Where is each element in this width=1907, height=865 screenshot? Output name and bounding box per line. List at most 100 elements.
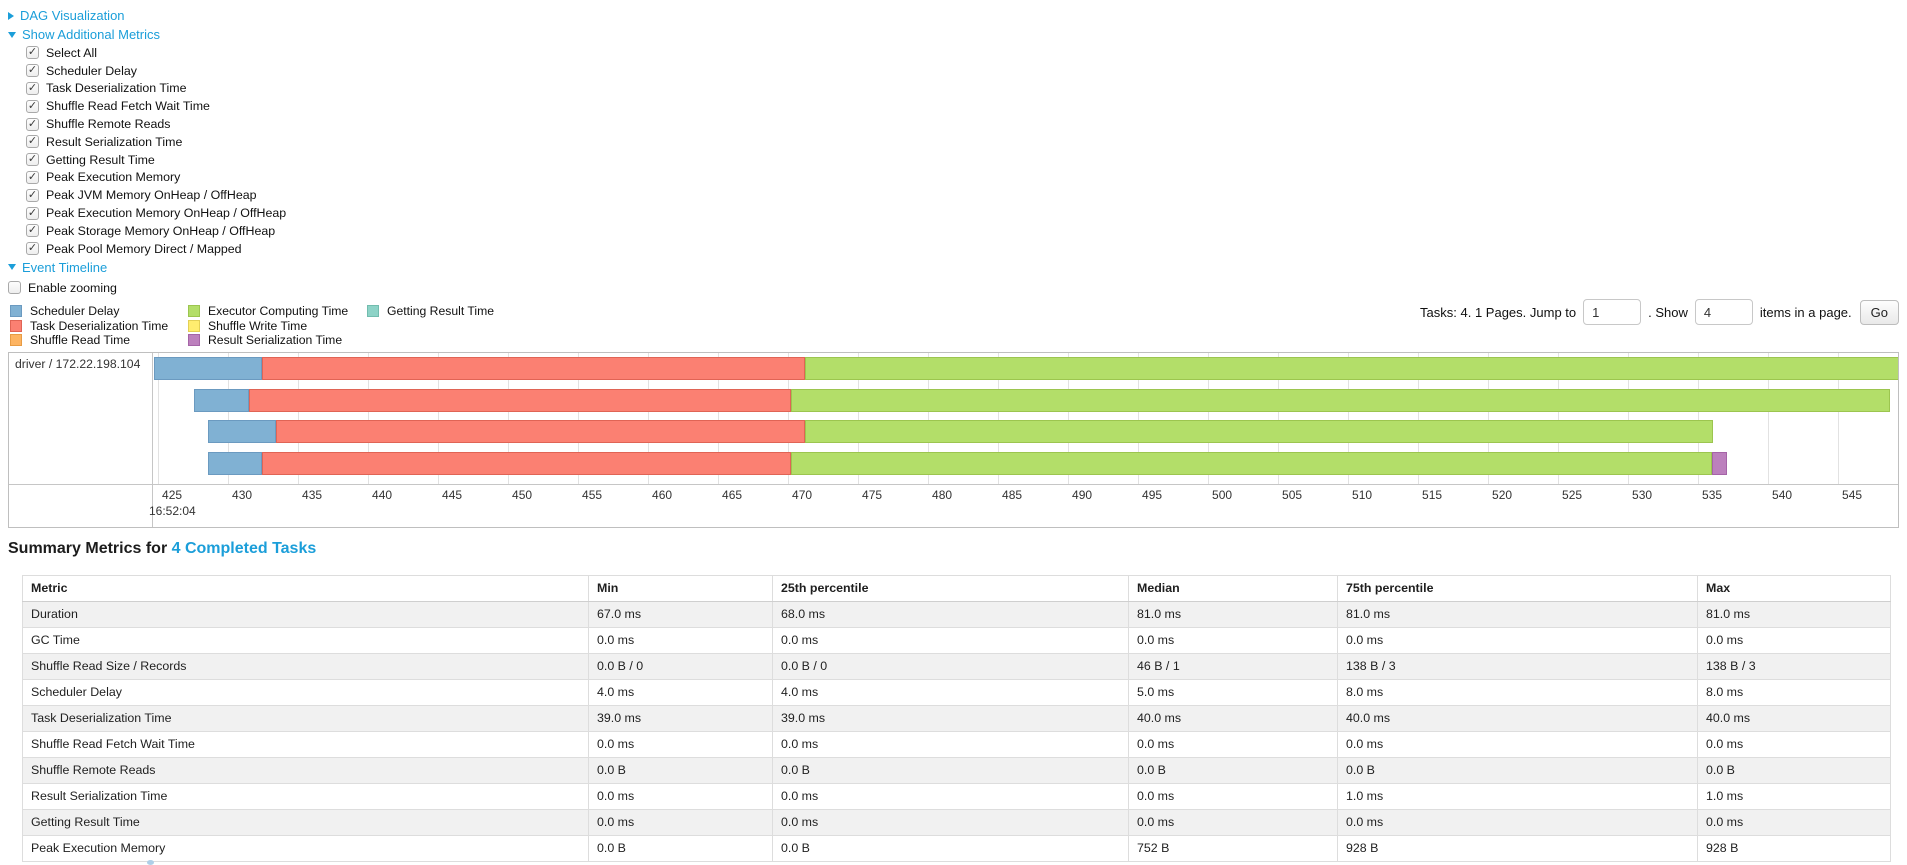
checkbox-icon[interactable]: ✓ — [26, 117, 39, 131]
timeline-gridline — [368, 353, 370, 484]
checkbox-icon[interactable]: ✓ — [26, 46, 39, 60]
checkbox-icon[interactable]: ✓ — [26, 188, 39, 202]
metric-checkbox-select-all[interactable]: ✓ Select All — [26, 44, 286, 62]
timeline-bar-deserialization[interactable] — [249, 388, 791, 412]
show-additional-metrics-toggle[interactable]: Show Additional Metrics — [8, 25, 286, 44]
timeline-bar-computing[interactable] — [804, 420, 1714, 444]
checkbox-icon[interactable]: ✓ — [26, 170, 39, 184]
metric-checkbox-peak-execution-memory[interactable]: ✓ Peak Execution Memory — [26, 169, 286, 187]
timeline-gridline — [438, 353, 440, 484]
timeline-bar-scheduler[interactable] — [154, 357, 262, 380]
metric-checkbox-peak-pool-memory-direct-mapped[interactable]: ✓ Peak Pool Memory Direct / Mapped — [26, 240, 286, 258]
timeline-gridline — [1628, 353, 1630, 484]
table-cell: 0.0 ms — [1128, 783, 1338, 810]
timeline-bar-computing[interactable] — [804, 357, 1898, 380]
enable-zooming-checkbox[interactable] — [8, 281, 21, 295]
table-cell: 928 B — [1337, 835, 1698, 862]
table-cell: Task Deserialization Time — [22, 705, 589, 732]
table-cell: 0.0 ms — [772, 809, 1129, 836]
checkbox-icon[interactable]: ✓ — [26, 99, 39, 113]
timeline-bar-deserialization[interactable] — [275, 420, 805, 444]
checkbox-label: Select All — [46, 45, 97, 60]
legend-item-executor-computing-time: Executor Computing Time — [188, 304, 367, 319]
checkbox-icon[interactable]: ✓ — [26, 224, 39, 238]
metric-checkbox-task-deserialization-time[interactable]: ✓ Task Deserialization Time — [26, 80, 286, 98]
checkbox-icon[interactable]: ✓ — [26, 153, 39, 167]
axis-tick-label: 525 — [1562, 488, 1583, 502]
metric-checkbox-peak-jvm-memory-onheap-offheap[interactable]: ✓ Peak JVM Memory OnHeap / OffHeap — [26, 186, 286, 204]
checkbox-icon[interactable]: ✓ — [26, 135, 39, 149]
dag-visualization-toggle[interactable]: DAG Visualization — [8, 6, 286, 25]
table-cell: 0.0 B — [588, 757, 773, 784]
jump-to-page-input[interactable] — [1583, 299, 1642, 325]
table-cell: 0.0 B — [1697, 757, 1891, 784]
metric-checkbox-scheduler-delay[interactable]: ✓ Scheduler Delay — [26, 62, 286, 80]
axis-tick-label: 455 — [582, 488, 603, 502]
legend-swatch-icon — [10, 334, 22, 347]
table-cell: 1.0 ms — [1697, 783, 1891, 810]
executor-group-label: driver / 172.22.198.104 — [15, 357, 141, 371]
timeline-axis: 425 430 435 440 445 450 455 460 465 470 475 480 485 4… — [149, 485, 1898, 527]
event-timeline-chart: driver / 172.22.198.104 425 430 435 440 445 4… — [8, 352, 1899, 528]
event-timeline-link[interactable]: Event Timeline — [22, 259, 108, 275]
axis-tick-label: 460 — [652, 488, 673, 502]
table-cell: 40.0 ms — [1337, 705, 1698, 732]
timeline-bar-computing[interactable] — [790, 452, 1713, 476]
legend-swatch-icon — [10, 319, 22, 332]
table-cell: 0.0 ms — [1697, 731, 1891, 758]
metric-checkbox-shuffle-read-fetch-wait-time[interactable]: ✓ Shuffle Read Fetch Wait Time — [26, 97, 286, 115]
timeline-gridline — [1768, 353, 1770, 484]
axis-tick-label: 435 — [302, 488, 323, 502]
column-header-metric: Metric — [22, 575, 589, 602]
checkbox-icon[interactable]: ✓ — [26, 206, 39, 220]
timeline-bar-scheduler[interactable] — [208, 420, 276, 444]
checkbox-icon[interactable]: ✓ — [26, 81, 39, 95]
timeline-bar-deserialization[interactable] — [261, 452, 791, 476]
table-cell: 0.0 B — [588, 835, 773, 862]
axis-tick-label: 485 — [1002, 488, 1023, 502]
table-cell: 0.0 ms — [588, 731, 773, 758]
checkbox-label: Scheduler Delay — [46, 63, 137, 78]
event-timeline-toggle[interactable]: Event Timeline — [8, 258, 286, 277]
axis-tick-label: 445 — [442, 488, 463, 502]
timeline-bar-scheduler[interactable] — [194, 388, 250, 412]
table-cell: 0.0 ms — [1697, 627, 1891, 654]
table-cell: 8.0 ms — [1337, 679, 1698, 706]
metric-checkbox-peak-execution-memory-onheap-offheap[interactable]: ✓ Peak Execution Memory OnHeap / OffHeap — [26, 204, 286, 222]
table-cell: 4.0 ms — [588, 679, 773, 706]
metric-checkbox-peak-storage-memory-onheap-offheap[interactable]: ✓ Peak Storage Memory OnHeap / OffHeap — [26, 222, 286, 240]
table-cell: Duration — [22, 601, 589, 628]
axis-tick-label: 430 — [232, 488, 253, 502]
checkbox-icon[interactable]: ✓ — [26, 64, 39, 78]
table-cell: Shuffle Read Fetch Wait Time — [22, 731, 589, 758]
axis-tick-label: 515 — [1422, 488, 1443, 502]
enable-zooming-row[interactable]: Enable zooming — [8, 279, 286, 297]
table-row-result-serialization-time: Result Serialization Time 0.0 ms 0.0 ms 0.0… — [22, 783, 1891, 810]
timeline-group-column: driver / 172.22.198.104 — [9, 353, 153, 527]
items-per-page-input[interactable] — [1694, 299, 1753, 325]
go-button[interactable]: Go — [1859, 299, 1899, 325]
table-header-row: Metric Min 25th percentile Median 75th perce… — [22, 575, 1891, 602]
timeline-bar-result_serialization[interactable] — [1712, 452, 1728, 476]
table-cell: 0.0 ms — [588, 783, 773, 810]
show-additional-metrics-link[interactable]: Show Additional Metrics — [22, 27, 161, 42]
legend-label: Shuffle Write Time — [208, 318, 308, 333]
table-cell: 40.0 ms — [1128, 705, 1338, 732]
axis-tick-label: 475 — [862, 488, 883, 502]
timeline-bar-deserialization[interactable] — [261, 357, 805, 380]
legend-item-task-deserialization-time: Task Deserialization Time — [10, 319, 188, 334]
summary-metrics-table: Metric Min 25th percentile Median 75th perce… — [22, 575, 1891, 862]
table-cell: 0.0 ms — [772, 627, 1129, 654]
timeline-gridline — [648, 353, 650, 484]
completed-tasks-link[interactable]: 4 Completed Tasks — [171, 540, 317, 557]
expanded-arrow-icon — [8, 264, 16, 271]
axis-tick-label: 535 — [1702, 488, 1723, 502]
timeline-bar-scheduler[interactable] — [208, 452, 262, 476]
table-cell: Scheduler Delay — [22, 679, 589, 706]
timeline-bar-computing[interactable] — [790, 388, 1890, 412]
metric-checkbox-shuffle-remote-reads[interactable]: ✓ Shuffle Remote Reads — [26, 115, 286, 133]
checkbox-icon[interactable]: ✓ — [26, 242, 39, 256]
metric-checkbox-result-serialization-time[interactable]: ✓ Result Serialization Time — [26, 133, 286, 151]
metric-checkbox-getting-result-time[interactable]: ✓ Getting Result Time — [26, 151, 286, 169]
dag-visualization-link[interactable]: DAG Visualization — [20, 8, 125, 23]
